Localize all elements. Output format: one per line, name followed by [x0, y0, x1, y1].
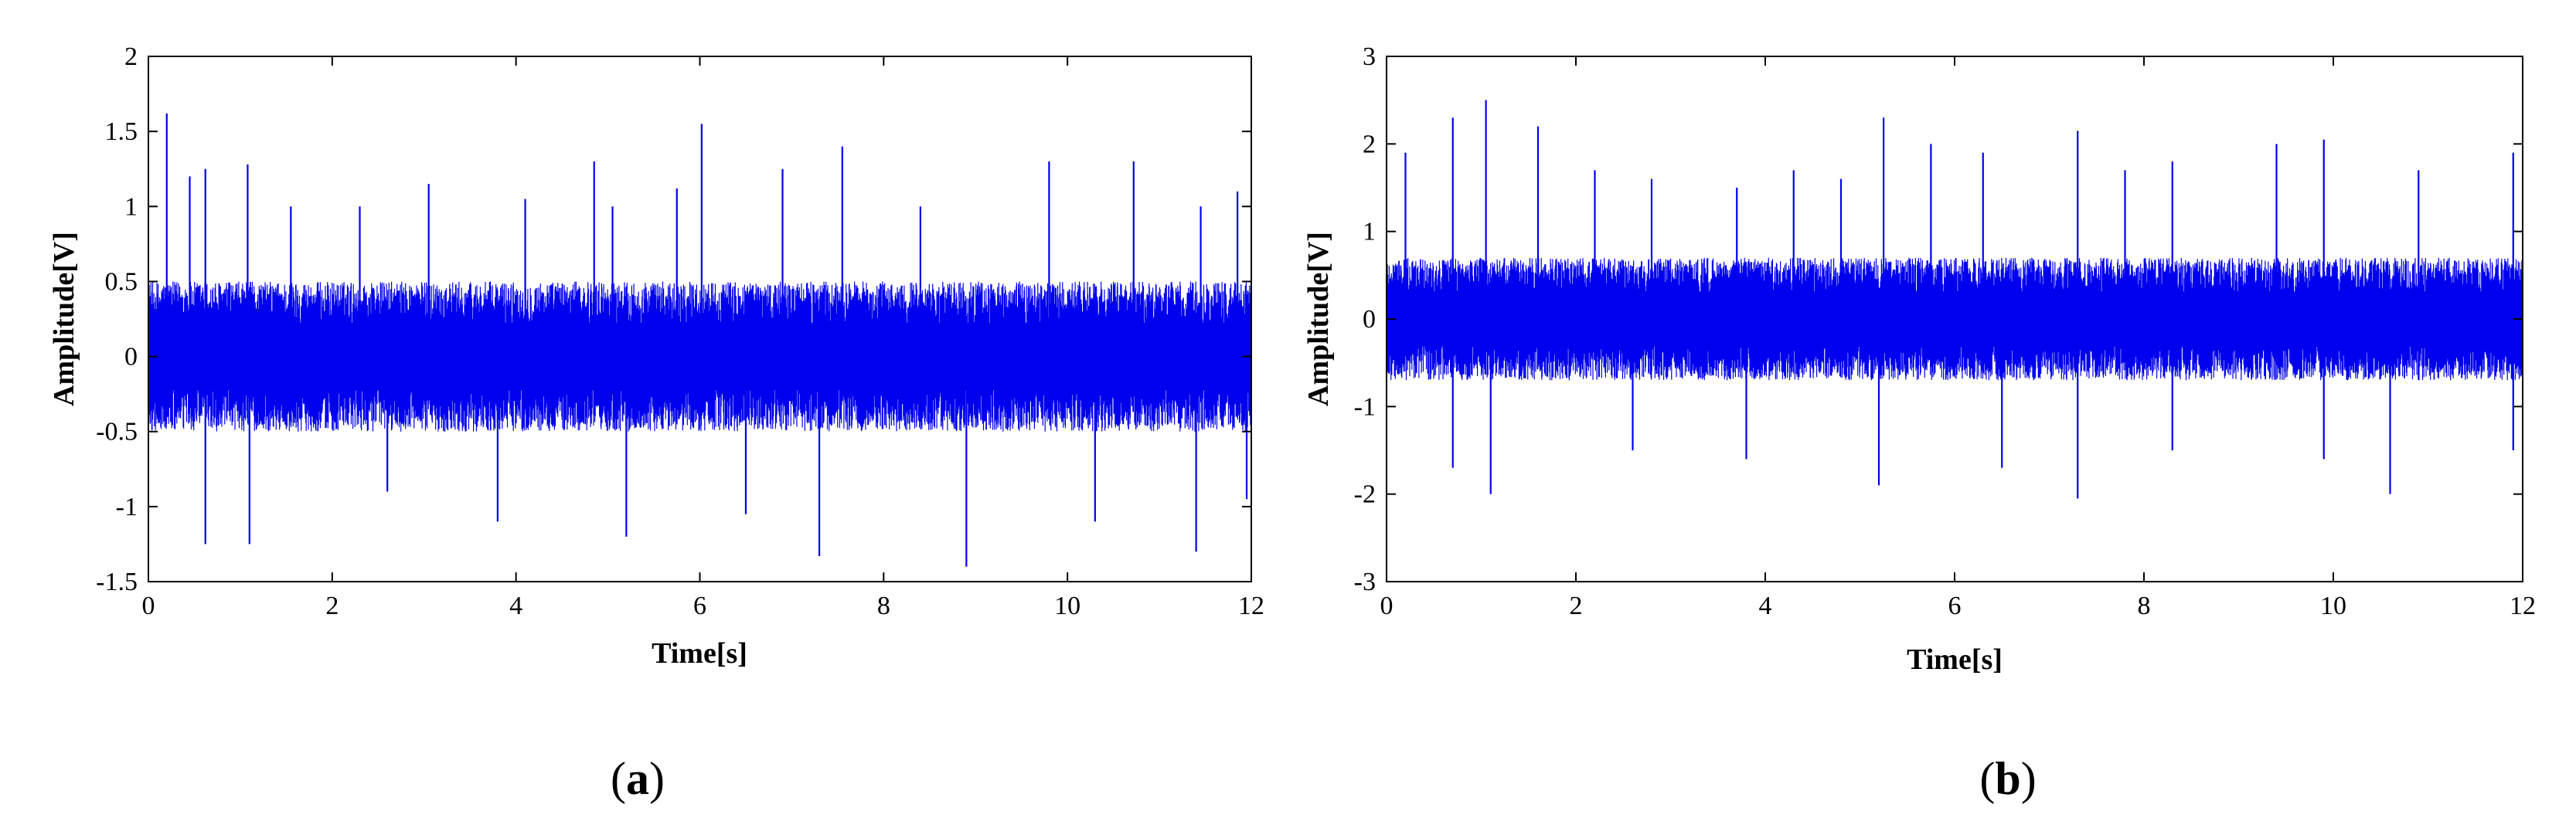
x-tick-label-a-0: 0: [142, 592, 155, 620]
y-tick-label-a-7: 2: [124, 42, 138, 71]
y-tick-label-b-5: 2: [1363, 130, 1376, 158]
y-axis-label-b: Amplitude[V]: [1302, 232, 1335, 406]
x-tick-label-a-4: 8: [877, 592, 890, 620]
y-tick-label-b-2: -1: [1354, 392, 1376, 421]
panel-label-a: (a): [611, 753, 665, 804]
plot-area-a: [148, 113, 1252, 567]
x-tick-label-b-0: 0: [1380, 592, 1393, 620]
x-tick-label-a-2: 4: [509, 592, 522, 620]
x-tick-label-a-1: 2: [325, 592, 339, 620]
panel-label-b: (b): [1979, 753, 2036, 804]
x-tick-label-b-2: 4: [1759, 592, 1772, 620]
plot-area-b: [1386, 100, 2523, 499]
x-tick-label-b-1: 2: [1570, 592, 1583, 620]
y-tick-label-b-4: 1: [1363, 218, 1376, 246]
y-tick-label-a-3: 0: [124, 343, 138, 372]
x-tick-label-b-5: 10: [2320, 592, 2346, 620]
signal-core-a: [148, 322, 1251, 391]
panel-label-a-letter: a: [626, 753, 649, 804]
y-tick-label-b-3: 0: [1363, 305, 1376, 334]
chart-panel-a: 0 2 4 6 8 10 12 -1.5 -1 -0.5 0 0.5 1 1.5 2 Time[s] Amp…: [48, 42, 1264, 804]
ticks-a: 0 2 4 6 8 10 12 -1.5 -1 -0.5 0 0.5 1 1.5 2: [96, 42, 1264, 620]
y-tick-label-a-6: 1.5: [105, 117, 138, 146]
signal-core-b: [1387, 291, 2523, 347]
x-axis-label-b: Time[s]: [1907, 643, 2003, 676]
y-tick-label-a-1: -1: [116, 493, 138, 521]
panel-label-b-letter: b: [1995, 753, 2020, 804]
x-tick-label-b-6: 12: [2510, 592, 2536, 620]
y-tick-label-a-5: 1: [124, 192, 138, 221]
x-tick-label-b-3: 6: [1948, 592, 1962, 620]
x-tick-label-a-6: 12: [1238, 592, 1264, 620]
y-tick-label-b-0: -3: [1354, 568, 1376, 596]
x-tick-label-a-3: 6: [693, 592, 706, 620]
y-tick-label-b-1: -2: [1354, 480, 1376, 509]
y-tick-label-b-6: 3: [1363, 42, 1376, 71]
y-axis-label-a: Amplitude[V]: [48, 232, 80, 406]
x-tick-label-b-4: 8: [2138, 592, 2151, 620]
y-tick-label-a-4: 0.5: [105, 267, 138, 296]
x-axis-label-a: Time[s]: [652, 637, 747, 670]
y-tick-label-a-2: -0.5: [96, 418, 138, 446]
y-tick-label-a-0: -1.5: [96, 568, 138, 596]
x-tick-label-a-5: 10: [1054, 592, 1080, 620]
